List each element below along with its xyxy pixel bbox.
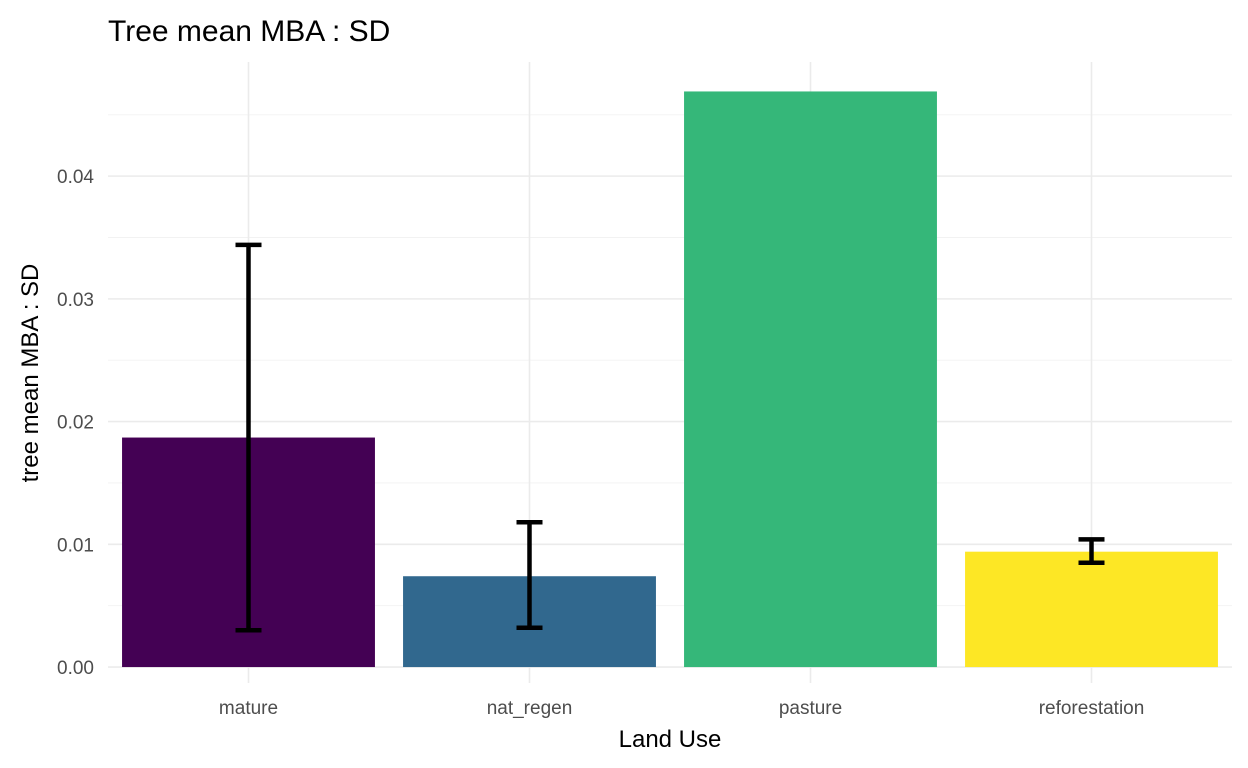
x-tick-label-nat_regen: nat_regen — [487, 698, 573, 719]
y-tick-label: 0.03 — [57, 290, 94, 311]
error-bar-reforestation — [1078, 537, 1105, 565]
y-tick-label: 0.00 — [57, 658, 94, 679]
x-tick-label-reforestation: reforestation — [1039, 698, 1145, 719]
chart-title: Tree mean MBA : SD — [108, 15, 390, 48]
error-bars — [235, 242, 1105, 633]
y-tick-label: 0.04 — [57, 167, 94, 188]
x-tick-label-mature: mature — [219, 698, 278, 719]
x-axis-ticks: mature nat_regen pasture reforestation — [219, 698, 1144, 719]
error-bar-nat_regen — [516, 519, 543, 631]
x-axis-title: Land Use — [619, 726, 722, 753]
y-tick-label: 0.01 — [57, 535, 94, 556]
y-tick-label: 0.02 — [57, 413, 94, 434]
bars — [122, 91, 1218, 668]
bar-reforestation — [965, 551, 1218, 668]
y-axis-title: tree mean MBA : SD — [17, 264, 44, 483]
bar-pasture — [684, 91, 937, 668]
x-tick-label-pasture: pasture — [779, 698, 842, 719]
y-axis-ticks: 0.00 0.01 0.02 0.03 0.04 — [57, 167, 94, 679]
error-bar-mature — [235, 242, 262, 633]
